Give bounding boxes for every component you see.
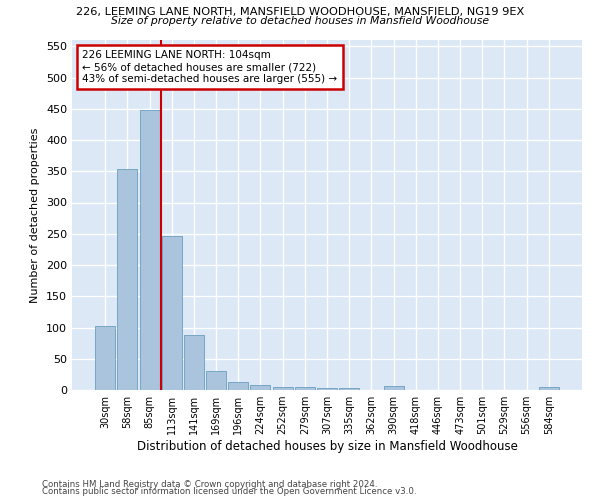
Bar	[228, 382, 248, 390]
Bar	[295, 387, 315, 390]
Bar	[339, 388, 359, 390]
Bar	[118, 170, 137, 390]
Text: Size of property relative to detached houses in Mansfield Woodhouse: Size of property relative to detached ho…	[111, 16, 489, 26]
Bar	[383, 386, 404, 390]
Bar	[317, 388, 337, 390]
Y-axis label: Number of detached properties: Number of detached properties	[31, 128, 40, 302]
Text: 226, LEEMING LANE NORTH, MANSFIELD WOODHOUSE, MANSFIELD, NG19 9EX: 226, LEEMING LANE NORTH, MANSFIELD WOODH…	[76, 8, 524, 18]
Bar	[272, 387, 293, 390]
Bar	[250, 385, 271, 390]
Text: 226 LEEMING LANE NORTH: 104sqm
← 56% of detached houses are smaller (722)
43% of: 226 LEEMING LANE NORTH: 104sqm ← 56% of …	[82, 50, 337, 84]
Bar	[184, 335, 204, 390]
Bar	[95, 326, 115, 390]
Bar	[140, 110, 160, 390]
Text: Contains public sector information licensed under the Open Government Licence v3: Contains public sector information licen…	[42, 487, 416, 496]
X-axis label: Distribution of detached houses by size in Mansfield Woodhouse: Distribution of detached houses by size …	[137, 440, 517, 453]
Text: Contains HM Land Registry data © Crown copyright and database right 2024.: Contains HM Land Registry data © Crown c…	[42, 480, 377, 489]
Bar	[539, 387, 559, 390]
Bar	[162, 236, 182, 390]
Bar	[206, 371, 226, 390]
